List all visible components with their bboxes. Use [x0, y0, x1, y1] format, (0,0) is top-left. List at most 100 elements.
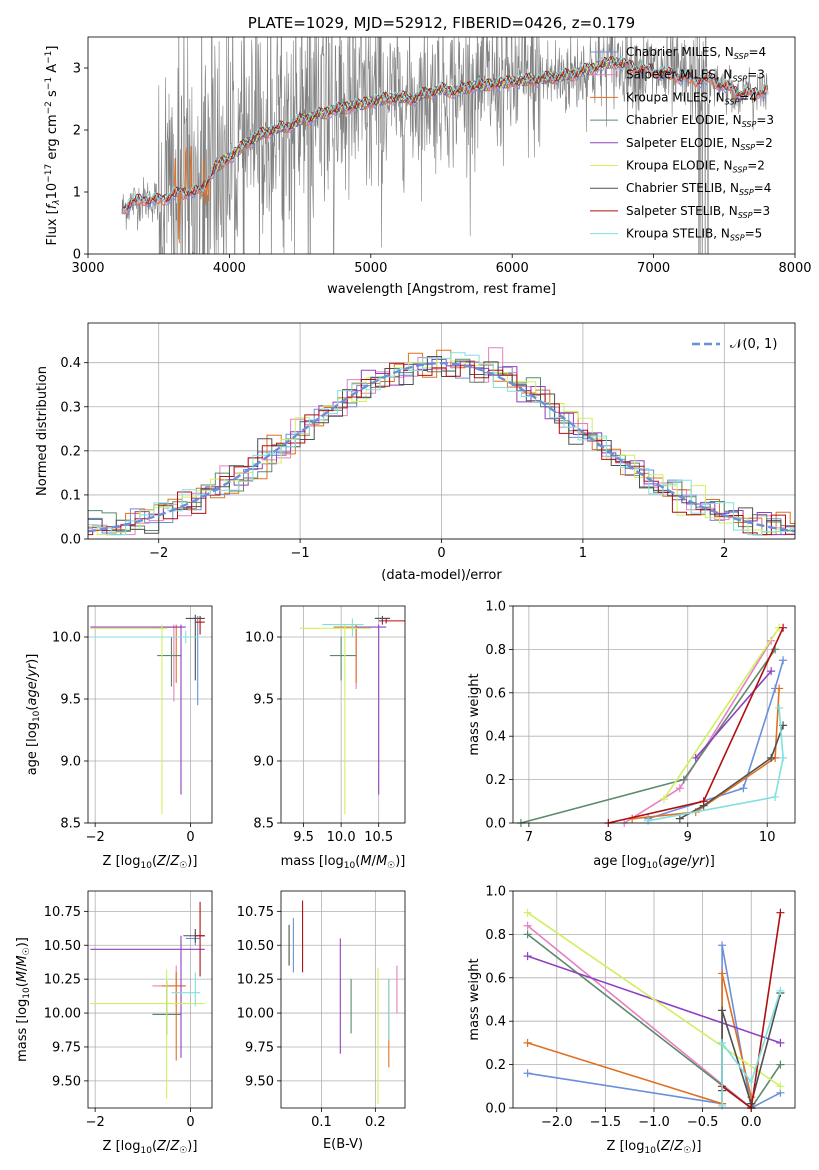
weight-marker — [675, 784, 684, 793]
x-tick-label: 4000 — [213, 261, 246, 276]
weight-marker — [718, 1038, 727, 1047]
y-tick-label: 10.50 — [44, 939, 81, 954]
y-tick-label: 9.50 — [245, 1074, 274, 1089]
y-tick-label: 10.25 — [44, 973, 81, 988]
x-tick-label: −1.0 — [638, 1115, 670, 1130]
y-axis-label: age [log10(age/yr)] — [25, 654, 42, 776]
x-tick-label: −2 — [149, 546, 168, 561]
points — [299, 615, 405, 815]
weight-marker — [776, 908, 785, 917]
weight-marker — [691, 753, 700, 762]
grid — [281, 606, 405, 824]
x-tick-label: 7000 — [637, 261, 670, 276]
weight-marker — [523, 952, 532, 961]
weight-marker — [767, 667, 776, 676]
y-tick-label: 9.0 — [253, 755, 274, 770]
x-tick-label: −2.0 — [541, 1115, 573, 1130]
normal-curve — [88, 361, 795, 533]
x-axis-label: Z [log10(Z/Z☉)] — [103, 1139, 198, 1156]
axes-frame — [87, 36, 796, 255]
y-tick-label: 2 — [73, 124, 81, 139]
weight-line-9 — [647, 707, 784, 822]
weight-marker — [776, 986, 785, 995]
y-tick-label: 10.0 — [52, 631, 81, 646]
points — [288, 900, 398, 1104]
weight-marker — [523, 930, 532, 939]
points — [90, 614, 205, 815]
histogram-9 — [88, 352, 795, 536]
y-tick-label: 0.2 — [485, 1058, 506, 1073]
y-tick-label: 0 — [73, 248, 81, 263]
weight-marker — [523, 1069, 532, 1078]
y-tick-label: 0.3 — [60, 400, 81, 415]
y-tick-label: 10.0 — [245, 631, 274, 646]
histograms — [88, 347, 795, 536]
axes-frame — [512, 605, 796, 824]
y-tick-label: 9.50 — [52, 1074, 81, 1089]
y-tick-label: 8.5 — [60, 817, 81, 832]
y-tick-label: 9.75 — [245, 1040, 274, 1055]
legend: 𝒩(0, 1) — [692, 337, 777, 352]
y-axis-label: mass weight — [467, 673, 482, 755]
x-tick-label: 0.0 — [741, 1115, 762, 1130]
x-tick-label: 7 — [525, 830, 533, 845]
x-axis-label: E(B-V) — [323, 1137, 363, 1152]
spectrum-plot — [121, 37, 769, 254]
x-tick-label: −1.5 — [590, 1115, 622, 1130]
x-tick-label: 10.0 — [327, 830, 356, 845]
weight_vs_Z-panel: −2.0 −1.5 −1.0 −0.5 0.0 0.0 0.2 0.4 0.6 0.8 1.0 Z [… — [467, 885, 796, 1156]
y-tick-label: 0.4 — [60, 356, 81, 371]
x-axis-label: wavelength [Angstrom, rest frame] — [327, 282, 556, 297]
y-tick-label: 0.6 — [485, 971, 506, 986]
y-tick-label: 9.0 — [60, 755, 81, 770]
y-tick-label: 0.4 — [485, 1015, 506, 1030]
weight-line-3 — [527, 973, 752, 1105]
y-tick-label: 9.5 — [60, 693, 81, 708]
weight-marker — [523, 908, 532, 917]
x-tick-label: −2 — [86, 830, 105, 845]
weight-marker — [776, 1038, 785, 1047]
points — [90, 901, 205, 1099]
histogram-8 — [88, 362, 795, 536]
weight-marker — [771, 792, 780, 801]
age_vs_Z-panel: −2 0 8.5 9.0 9.5 10.0 Z [log10(Z/Z☉)] age [log1… — [25, 605, 213, 871]
x-tick-label: 2 — [720, 546, 728, 561]
axes-frame — [280, 890, 406, 1109]
legend-entry: Kroupa STELIB, NSSP=5 — [626, 227, 762, 243]
axes-frame — [87, 322, 796, 540]
y-axis-label: Flux [fλ10−17 erg cm−2 s−1 A−1] — [44, 46, 62, 246]
x-axis-label: Z [log10(Z/Z☉)] — [607, 1139, 702, 1156]
grid — [513, 605, 795, 824]
weight-marker — [675, 814, 684, 823]
weight-marker — [523, 921, 532, 930]
x-tick-label: 10 — [759, 830, 776, 845]
axes-frame — [512, 890, 796, 1109]
legend-entry: Salpeter MILES, NSSP=3 — [626, 68, 765, 84]
x-axis-label: Z [log10(Z/Z☉)] — [103, 854, 198, 871]
x-axis-label: mass [log10(M/M☉)] — [281, 854, 406, 871]
weight-line-2 — [623, 640, 772, 824]
y-tick-label: 1.0 — [485, 885, 506, 900]
weight-line-8 — [608, 627, 784, 824]
x-tick-label: 10.5 — [364, 830, 393, 845]
model-line-5 — [214, 57, 626, 172]
weight-line-2 — [527, 925, 752, 1109]
y-tick-label: 10.00 — [44, 1007, 81, 1022]
weight-marker — [644, 816, 653, 825]
y-tick-label: 9.5 — [253, 693, 274, 708]
x-tick-label: 3000 — [71, 261, 104, 276]
age_vs_mass-panel: 9.5 10.0 10.5 8.5 9.0 9.5 10.0 mass [log10(M/M☉… — [245, 605, 406, 871]
weight_vs_age-panel: 7 8 9 10 0.0 0.2 0.4 0.6 0.8 1.0 age [log10(age/yr… — [467, 600, 796, 871]
spectrum-panel: 3000 4000 5000 6000 7000 8000 0 1 2 3 PLATE=1029, … — [44, 14, 812, 297]
legend-entry: 𝒩(0, 1) — [730, 337, 777, 352]
weight-marker — [523, 1038, 532, 1047]
legend-entry: Kroupa MILES, NSSP=4 — [626, 90, 757, 106]
weight-marker — [767, 753, 776, 762]
y-tick-label: 0.6 — [485, 686, 506, 701]
x-tick-label: 9 — [684, 830, 692, 845]
y-axis-label: mass weight — [467, 958, 482, 1040]
weight-marker — [739, 784, 748, 793]
y-tick-label: 3 — [73, 62, 81, 77]
x-tick-label: 0 — [186, 1115, 194, 1130]
